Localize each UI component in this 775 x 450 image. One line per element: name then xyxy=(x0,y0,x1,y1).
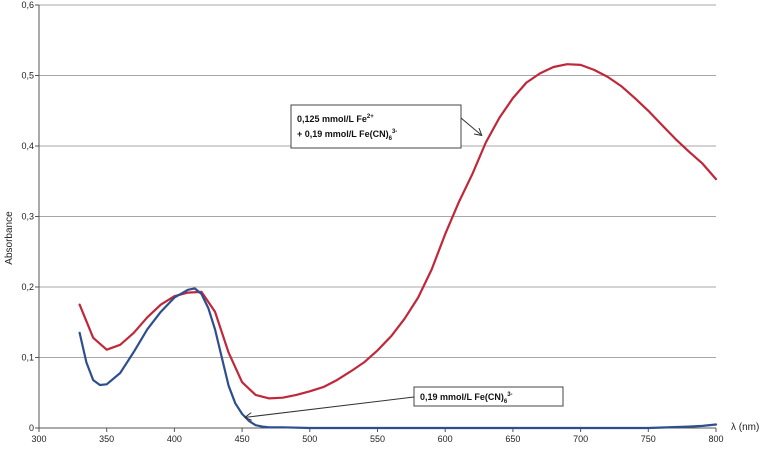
x-tick-label: 800 xyxy=(708,434,723,444)
x-tick-label: 500 xyxy=(302,434,317,444)
annotation-box xyxy=(413,386,564,407)
annotation-box xyxy=(290,104,462,149)
y-tick-label: 0,3 xyxy=(21,212,34,222)
annotations: 0,125 mmol/L Fe2+ + 0,19 mmol/L Fe(CN)63-… xyxy=(245,104,564,417)
annotation-text: + 0,19 mmol/L Fe(CN)63- xyxy=(297,129,397,142)
annotation-label: 0,19 mmol/L Fe(CN)63- xyxy=(245,386,564,417)
annotation-arrow xyxy=(245,396,415,417)
x-tick-label: 450 xyxy=(235,434,250,444)
annotation-arrow xyxy=(460,117,482,135)
series-line-red xyxy=(78,63,718,400)
annotation-label: 0,125 mmol/L Fe2+ + 0,19 mmol/L Fe(CN)63- xyxy=(290,104,482,149)
y-axis-label: Absorbance xyxy=(4,211,15,265)
x-tick-label: 750 xyxy=(641,434,656,444)
x-tick-label: 650 xyxy=(505,434,520,444)
axes xyxy=(35,4,717,432)
y-tick-label: 0,2 xyxy=(21,282,34,292)
y-tick-label: 0,1 xyxy=(21,353,34,363)
x-tick-label: 400 xyxy=(167,434,182,444)
series-line-blue xyxy=(78,287,718,430)
y-tick-label: 0,4 xyxy=(21,141,34,151)
gridlines xyxy=(39,4,716,358)
x-tick-label: 550 xyxy=(370,434,385,444)
annotation-text: 0,125 mmol/L Fe2+ xyxy=(297,114,374,124)
x-tick-label: 300 xyxy=(31,434,46,444)
x-tick-label: 350 xyxy=(99,434,114,444)
x-axis-label: λ (nm) xyxy=(731,422,759,433)
x-tick-label: 700 xyxy=(573,434,588,444)
y-tick-label: 0,6 xyxy=(21,0,34,10)
series-lines xyxy=(78,63,718,430)
y-tick-label: 0,5 xyxy=(21,71,34,81)
x-tick-label: 600 xyxy=(438,434,453,444)
y-tick-label: 0 xyxy=(29,423,34,433)
y-tick-labels: 0 0,1 0,2 0,3 0,4 0,5 0,6 xyxy=(21,0,34,433)
x-tick-labels: 300 350 400 450 500 550 600 650 700 750 800 xyxy=(31,434,723,444)
annotation-text: 0,19 mmol/L Fe(CN)63- xyxy=(420,392,513,405)
